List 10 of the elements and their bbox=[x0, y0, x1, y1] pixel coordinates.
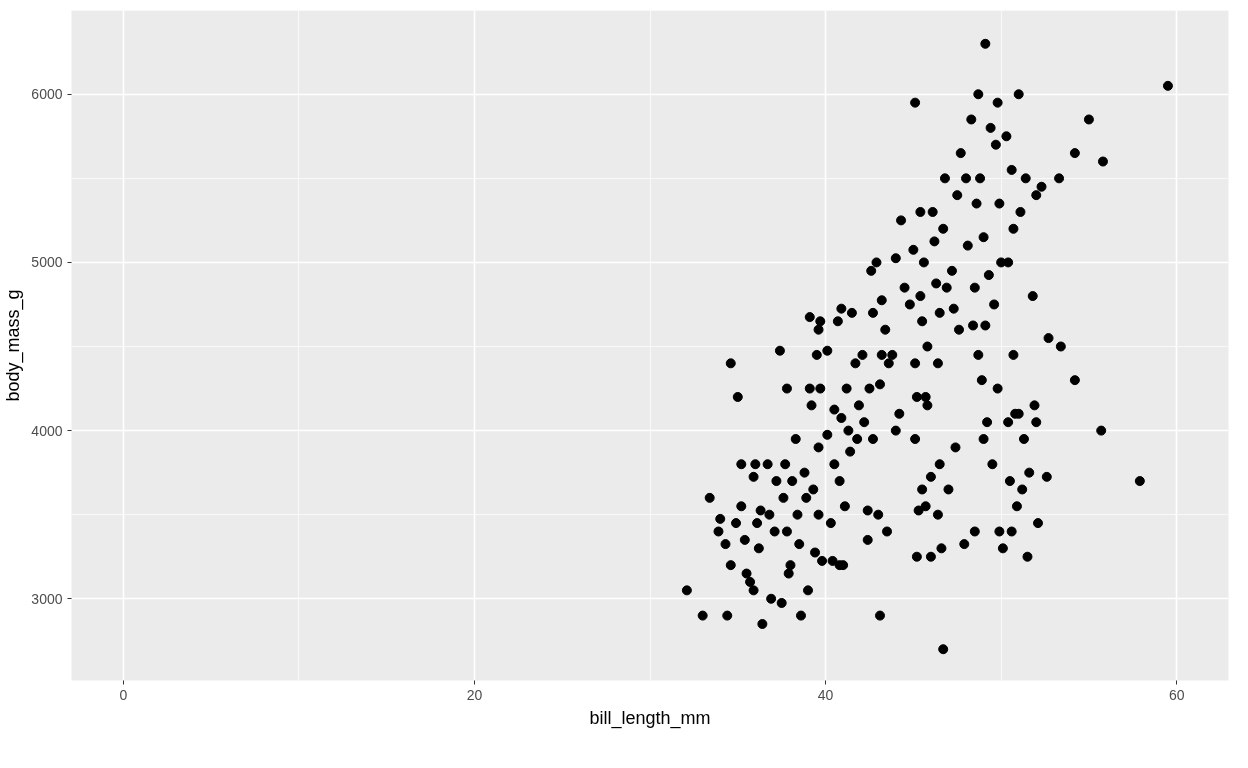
y-axis-title: body_mass_g bbox=[3, 289, 25, 402]
x-tick-label: 40 bbox=[817, 686, 834, 703]
x-tick-label: 60 bbox=[1168, 686, 1185, 703]
y-tick-label: 3000 bbox=[31, 590, 63, 607]
y-tick-label: 5000 bbox=[31, 254, 63, 271]
x-tick-label: 0 bbox=[119, 686, 128, 703]
y-tick-label: 4000 bbox=[31, 422, 63, 439]
x-axis-title: bill_length_mm bbox=[589, 707, 711, 729]
x-tick-label: 20 bbox=[466, 686, 483, 703]
y-tick-label: 6000 bbox=[31, 86, 63, 103]
